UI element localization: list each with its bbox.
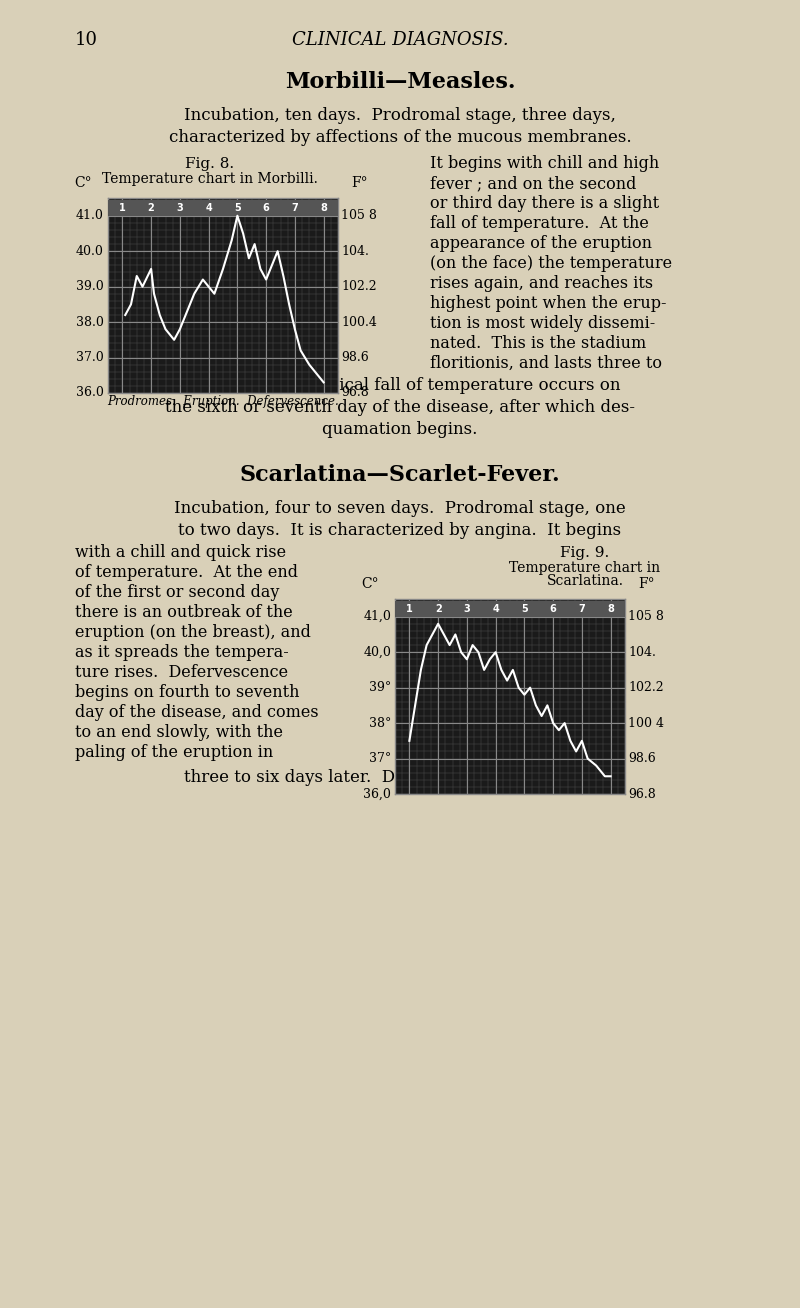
Text: 8: 8 — [320, 203, 327, 213]
Text: Fig. 9.: Fig. 9. — [560, 545, 610, 560]
Text: 4: 4 — [492, 604, 499, 613]
Text: 105 8: 105 8 — [341, 209, 377, 222]
Text: 1: 1 — [119, 203, 126, 213]
Text: 2: 2 — [434, 604, 442, 613]
Text: to an end slowly, with the: to an end slowly, with the — [75, 725, 283, 742]
Text: 40,0: 40,0 — [363, 646, 391, 659]
Text: Temperature chart in Morbilli.: Temperature chart in Morbilli. — [102, 171, 318, 186]
Text: 4: 4 — [206, 203, 212, 213]
Text: 100 4: 100 4 — [628, 717, 664, 730]
Text: F°: F° — [352, 177, 368, 190]
Text: eruption (on the breast), and: eruption (on the breast), and — [75, 624, 311, 641]
Text: 98.6: 98.6 — [628, 752, 656, 765]
Text: Scarlatina.: Scarlatina. — [546, 574, 623, 589]
Text: four days.  The critical fall of temperature occurs on: four days. The critical fall of temperat… — [179, 377, 621, 394]
Text: 102.2: 102.2 — [341, 280, 377, 293]
Text: 5: 5 — [234, 203, 241, 213]
Text: or third day there is a slight: or third day there is a slight — [430, 195, 659, 212]
Text: quamation begins.: quamation begins. — [322, 421, 478, 438]
Text: (on the face) the temperature: (on the face) the temperature — [430, 255, 672, 272]
Text: 40.0: 40.0 — [76, 245, 104, 258]
Text: 8: 8 — [607, 604, 614, 613]
Text: 10: 10 — [75, 31, 98, 48]
Text: 1: 1 — [406, 604, 413, 613]
Text: paling of the eruption in: paling of the eruption in — [75, 744, 274, 761]
Text: 37°: 37° — [369, 752, 391, 765]
Text: 3: 3 — [177, 203, 183, 213]
Text: fever ; and on the second: fever ; and on the second — [430, 175, 636, 192]
Text: 5: 5 — [521, 604, 528, 613]
Text: to two days.  It is characterized by angina.  It begins: to two days. It is characterized by angi… — [178, 522, 622, 539]
Text: 2: 2 — [148, 203, 154, 213]
Text: nated.  This is the stadium: nated. This is the stadium — [430, 335, 646, 352]
Text: 39°: 39° — [369, 681, 391, 695]
Text: Incubation, four to seven days.  Prodromal stage, one: Incubation, four to seven days. Prodroma… — [174, 500, 626, 517]
Text: 41.0: 41.0 — [76, 209, 104, 222]
Text: It begins with chill and high: It begins with chill and high — [430, 156, 659, 171]
Text: 96.8: 96.8 — [628, 787, 656, 800]
Text: of the first or second day: of the first or second day — [75, 583, 279, 600]
Text: of temperature.  At the end: of temperature. At the end — [75, 564, 298, 581]
Text: tion is most widely dissemi-: tion is most widely dissemi- — [430, 315, 655, 332]
Text: there is an outbreak of the: there is an outbreak of the — [75, 604, 293, 621]
Text: rises again, and reaches its: rises again, and reaches its — [430, 275, 653, 292]
Text: appearance of the eruption: appearance of the eruption — [430, 235, 652, 252]
Text: 39.0: 39.0 — [76, 280, 104, 293]
Text: C°: C° — [361, 577, 379, 591]
Text: 36,0: 36,0 — [363, 787, 391, 800]
Text: C°: C° — [74, 177, 92, 190]
Text: Temperature chart in: Temperature chart in — [510, 561, 661, 576]
Text: Prodromes.  Eruption.  Defervescence.: Prodromes. Eruption. Defervescence. — [107, 395, 339, 408]
Text: floritionis, and lasts three to: floritionis, and lasts three to — [430, 354, 662, 371]
Text: as it spreads the tempera-: as it spreads the tempera- — [75, 644, 289, 661]
FancyBboxPatch shape — [108, 200, 338, 216]
Text: 3: 3 — [463, 604, 470, 613]
Text: the sixth or seventh day of the disease, after which des-: the sixth or seventh day of the disease,… — [165, 399, 635, 416]
Text: 36.0: 36.0 — [76, 386, 104, 399]
Text: 38°: 38° — [369, 717, 391, 730]
Text: fall of temperature.  At the: fall of temperature. At the — [430, 215, 649, 232]
Text: Morbilli—Measles.: Morbilli—Measles. — [285, 71, 515, 93]
Text: three to six days later.  Desquamation then follows.: three to six days later. Desquamation th… — [184, 769, 616, 786]
Text: day of the disease, and comes: day of the disease, and comes — [75, 704, 318, 721]
Text: 41,0: 41,0 — [363, 611, 391, 623]
Text: 105 8: 105 8 — [628, 611, 664, 623]
Text: characterized by affections of the mucous membranes.: characterized by affections of the mucou… — [169, 129, 631, 146]
Text: 100.4: 100.4 — [341, 315, 377, 328]
Text: highest point when the erup-: highest point when the erup- — [430, 296, 666, 313]
Text: Incubation, ten days.  Prodromal stage, three days,: Incubation, ten days. Prodromal stage, t… — [184, 107, 616, 124]
Text: 104.: 104. — [628, 646, 656, 659]
Text: begins on fourth to seventh: begins on fourth to seventh — [75, 684, 299, 701]
Text: 104.: 104. — [341, 245, 369, 258]
Text: 38.0: 38.0 — [76, 315, 104, 328]
Text: Fig. 8.: Fig. 8. — [186, 157, 234, 171]
Text: 6: 6 — [262, 203, 270, 213]
Text: 6: 6 — [550, 604, 557, 613]
Text: 7: 7 — [578, 604, 586, 613]
Text: 96.8: 96.8 — [341, 386, 369, 399]
Text: Scarlatina—Scarlet-Fever.: Scarlatina—Scarlet-Fever. — [240, 464, 560, 487]
Text: 7: 7 — [291, 203, 298, 213]
Text: 102.2: 102.2 — [628, 681, 664, 695]
Text: F°: F° — [638, 577, 655, 591]
FancyBboxPatch shape — [395, 600, 625, 617]
Text: 98.6: 98.6 — [341, 351, 369, 364]
Text: 37.0: 37.0 — [76, 351, 104, 364]
Text: with a chill and quick rise: with a chill and quick rise — [75, 544, 286, 561]
Text: CLINICAL DIAGNOSIS.: CLINICAL DIAGNOSIS. — [292, 31, 508, 48]
Text: ture rises.  Defervescence: ture rises. Defervescence — [75, 664, 288, 681]
